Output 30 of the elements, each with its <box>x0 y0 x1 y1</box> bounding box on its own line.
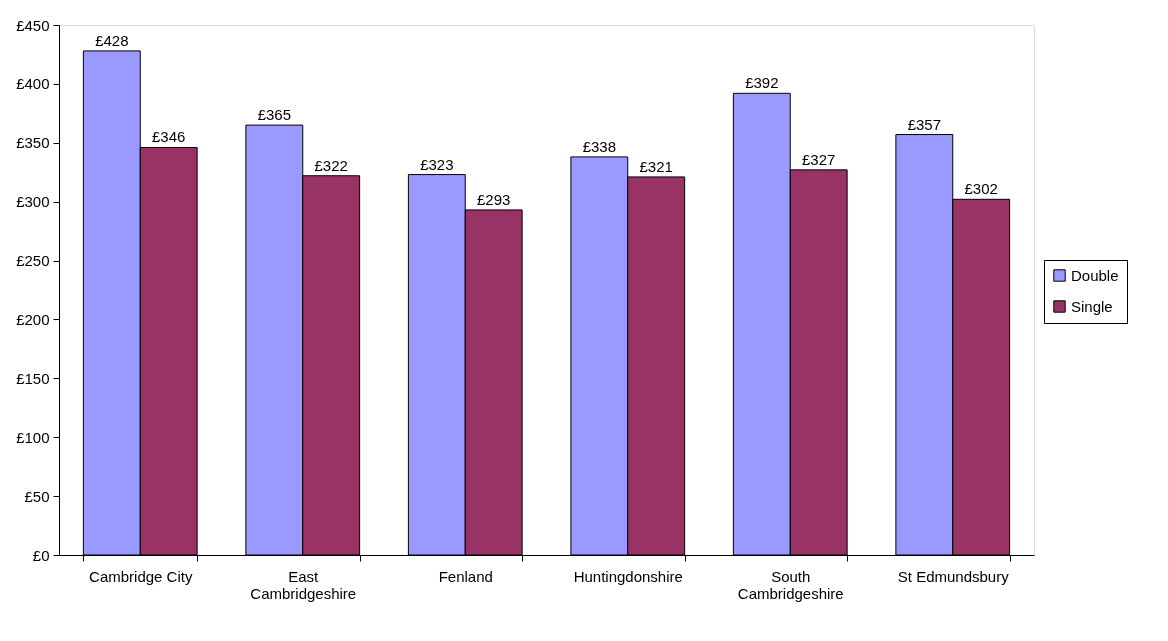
data-label: £392 <box>745 74 779 92</box>
y-tick-label: £200 <box>16 310 50 328</box>
y-tick-label: £350 <box>16 134 50 152</box>
y-tick-label: £400 <box>16 75 50 93</box>
x-tick-label: St Edmundsbury <box>897 567 1010 585</box>
x-tick-label: Fenland <box>438 567 493 585</box>
data-label: £338 <box>582 137 616 155</box>
y-tick-label: £150 <box>16 369 50 387</box>
x-tick-label: East Cambridgeshire <box>250 567 357 602</box>
data-label: £293 <box>477 190 511 208</box>
y-tick-label: £250 <box>16 252 50 270</box>
legend-label: Double <box>1071 266 1119 284</box>
data-label: £327 <box>802 150 836 168</box>
legend-label: Single <box>1071 297 1113 315</box>
y-tick-label: £50 <box>24 487 50 505</box>
data-label: £321 <box>639 157 673 175</box>
x-tick-label: Cambridge City <box>89 567 193 585</box>
data-label: £346 <box>152 128 186 146</box>
y-tick-label: £300 <box>16 193 50 211</box>
data-label: £365 <box>257 106 291 124</box>
x-tick-label: Huntingdonshire <box>573 567 683 585</box>
x-tick-label: South Cambridgeshire <box>737 567 844 602</box>
y-tick-label: £100 <box>16 428 50 446</box>
y-tick-label: £0 <box>32 546 50 564</box>
data-label: £357 <box>907 115 941 133</box>
data-label: £323 <box>420 155 454 173</box>
data-label: £322 <box>314 156 348 174</box>
y-tick-label: £450 <box>16 16 50 34</box>
data-label: £302 <box>964 180 998 198</box>
data-label: £428 <box>95 31 129 49</box>
